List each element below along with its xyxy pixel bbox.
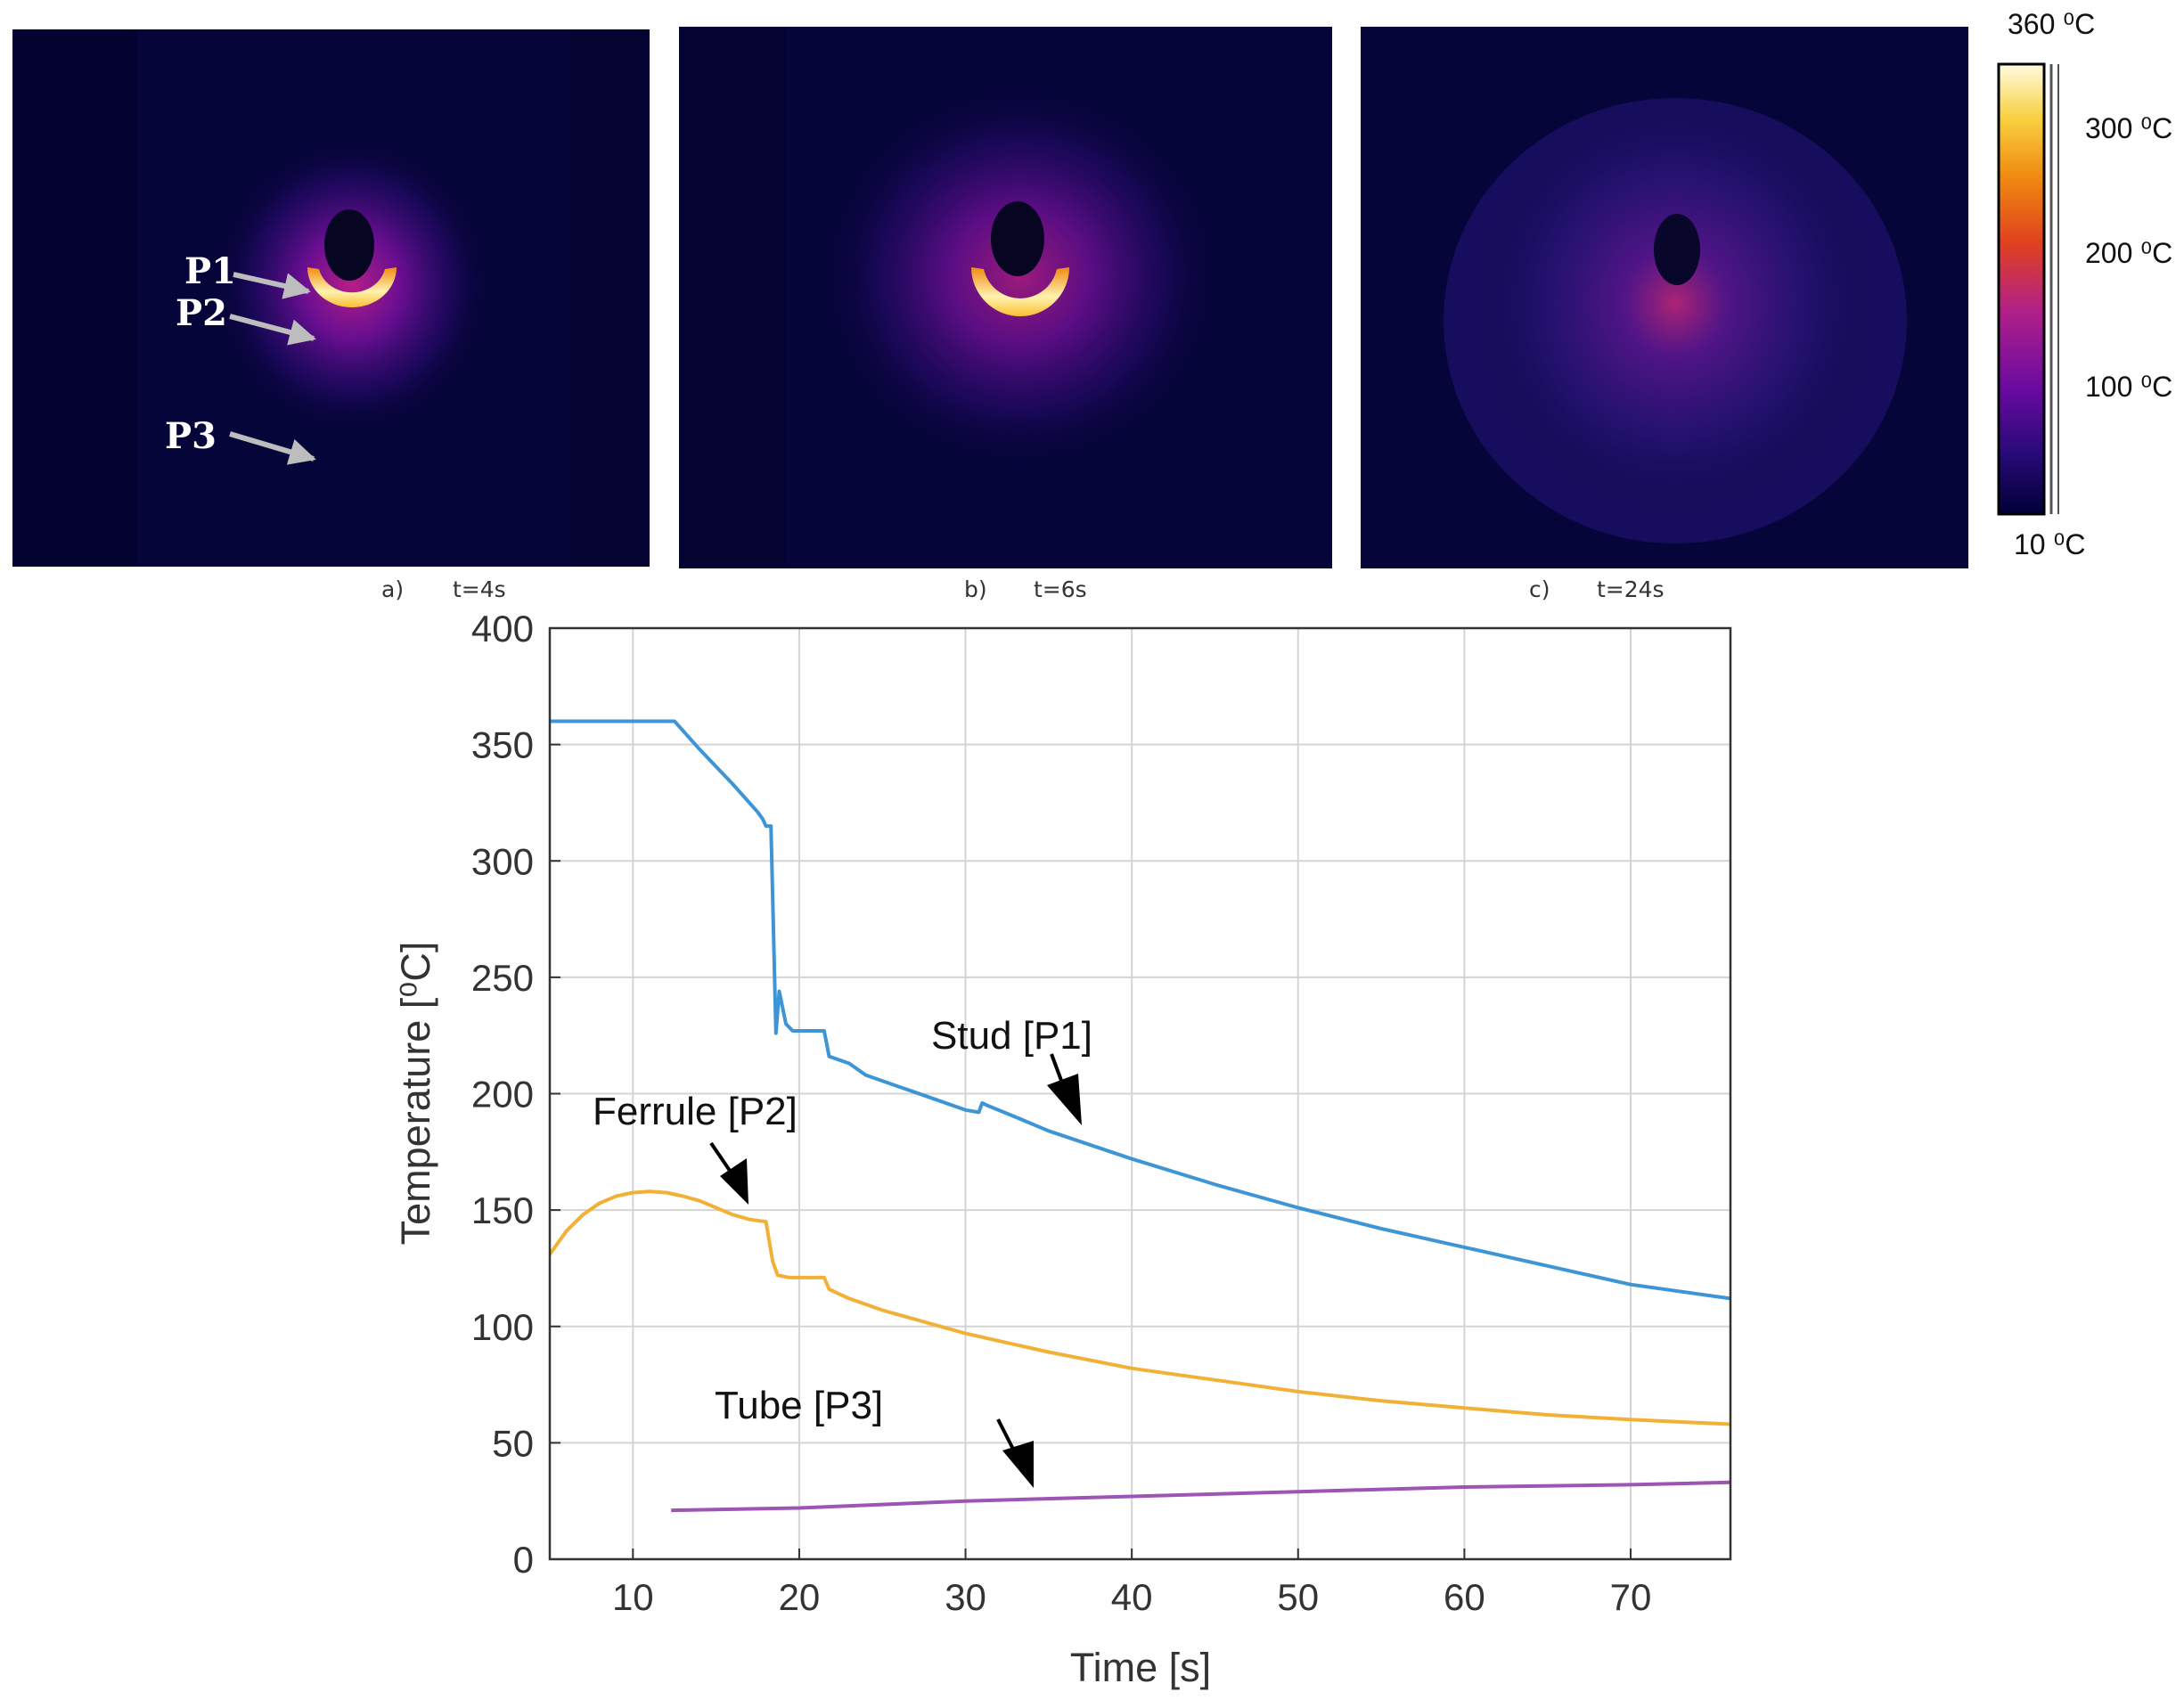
x-tick-label: 40	[1111, 1576, 1153, 1618]
y-tick-label: 150	[471, 1189, 534, 1231]
colorbar-label-10: 10 ⁰C	[2014, 528, 2085, 560]
panel-c-time: t=24s	[1597, 576, 1665, 602]
y-tick-label: 250	[471, 957, 534, 999]
annotation-tube: Tube [P3]	[715, 1384, 883, 1427]
y-tick-label: 400	[471, 608, 534, 650]
tube-arrow-icon	[996, 1418, 1034, 1488]
panel-b-letter: b)	[964, 576, 987, 602]
stud-hole-c	[1654, 214, 1700, 285]
x-tick-label: 20	[779, 1576, 821, 1618]
p3-label: P3	[165, 415, 217, 457]
colorbar: 360 ⁰C 300 ⁰C 200 ⁰C 100 ⁰C 10 ⁰C	[1997, 8, 2172, 560]
thermal-panel-c	[1361, 27, 1968, 568]
series-tube-p3-line	[671, 1480, 1731, 1513]
x-tick-label: 50	[1277, 1576, 1319, 1618]
panel-b-time: t=6s	[1034, 576, 1087, 602]
thermal-panel-b	[679, 27, 1332, 568]
panel-a-letter: a)	[381, 576, 404, 602]
series-stud-p1-line	[550, 719, 1731, 1301]
colorbar-label-200: 200 ⁰C	[2085, 237, 2172, 269]
series-ferrule-p2-line	[548, 1189, 1731, 1426]
x-tick-label: 70	[1610, 1576, 1652, 1618]
x-tick-label: 30	[945, 1576, 986, 1618]
stud-arrow-icon	[1047, 1053, 1082, 1125]
stud-hole-b	[991, 201, 1044, 276]
hot-ring-b	[971, 267, 1069, 316]
annotation-ferrule: Ferrule [P2]	[593, 1090, 798, 1133]
x-tick-label: 60	[1444, 1576, 1485, 1618]
y-tick-label: 200	[471, 1074, 534, 1116]
temperature-chart: 10 20 30 40 50 60 70 0 50 100 150 200 250 300 350 400 T…	[393, 608, 1732, 1690]
p2-arrow-icon	[229, 314, 316, 346]
series-lines	[548, 719, 1731, 1513]
y-tick-label: 100	[471, 1306, 534, 1348]
p1-arrow-icon	[233, 272, 311, 299]
hot-ring-a	[307, 267, 397, 307]
colorbar-label-360: 360 ⁰C	[2008, 8, 2095, 40]
y-axis-title: Temperature [⁰C]	[393, 942, 438, 1246]
y-tick-label: 350	[471, 724, 534, 766]
y-tick-label: 0	[513, 1539, 534, 1581]
p1-label: P1	[184, 250, 236, 292]
thermal-panel-a: P1 P2 P3	[12, 29, 650, 567]
plot-frame	[548, 626, 1732, 1561]
colorbar-scale	[1997, 62, 2046, 516]
p2-label: P2	[176, 292, 227, 334]
tick-labels: 10 20 30 40 50 60 70 0 50 100 150 200 250 300 350 400	[471, 608, 1651, 1618]
y-tick-label: 300	[471, 840, 534, 882]
x-tick-label: 10	[612, 1576, 654, 1618]
panel-a-time: t=4s	[453, 576, 506, 602]
panel-c-letter: c)	[1529, 576, 1550, 602]
colorbar-label-100: 100 ⁰C	[2085, 371, 2172, 403]
x-axis-title: Time [s]	[1070, 1645, 1211, 1690]
colorbar-label-300: 300 ⁰C	[2085, 112, 2172, 144]
stud-hole-a	[324, 209, 374, 281]
annotation-stud: Stud [P1]	[931, 1014, 1092, 1058]
ferrule-arrow-icon	[709, 1141, 748, 1205]
p3-arrow-icon	[229, 431, 316, 465]
y-tick-label: 50	[492, 1422, 534, 1464]
